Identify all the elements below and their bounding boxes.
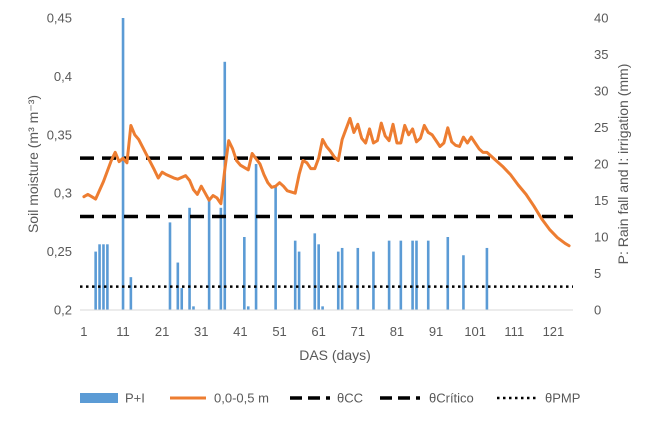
bar-p-i [462,255,465,310]
x-tick-label: 101 [464,324,486,339]
x-tick-label: 51 [272,324,286,339]
y-right-tick-label: 15 [594,193,608,208]
bar-p-i [336,251,340,310]
bar-p-i [411,240,414,310]
bar-p-i [102,244,105,310]
y-right-tick-label: 40 [594,11,608,26]
bar-p-i [246,306,250,310]
y-right-tick-label: 0 [594,303,601,318]
bar-p-i [297,251,301,310]
x-tick-label: 1 [80,324,87,339]
bar-p-i [485,247,489,310]
x-tick-label: 121 [543,324,565,339]
bar-p-i [207,200,211,310]
y-left-tick-label: 0,25 [47,244,72,259]
x-tick-label: 21 [155,324,169,339]
y-right-tick-label: 20 [594,157,608,172]
legend-label: θCC [337,391,363,406]
y-left-axis-title: Soil moisture (m³ m⁻³) [25,95,41,233]
y-right-tick-label: 35 [594,47,608,62]
bars-layer [94,18,489,310]
y-right-tick-label: 30 [594,84,608,99]
bar-p-i [243,237,246,310]
bar-p-i [313,233,317,310]
soil-line-layer [82,116,571,248]
bar-p-i [168,222,172,310]
x-tick-label: 111 [504,324,524,339]
x-tick-label: 81 [390,324,404,339]
y-left-tick-label: 0,2 [54,303,72,318]
x-tick-label: 61 [311,324,325,339]
bar-p-i [293,240,297,310]
legend-swatch-bar [80,393,118,403]
x-tick-label: 31 [194,324,208,339]
bar-p-i [274,185,277,310]
bar-p-i [254,164,258,310]
bar-p-i [446,237,450,310]
bar-p-i [223,61,227,310]
x-axis-title: DAS (days) [299,347,371,363]
bar-p-i [399,240,403,310]
bar-p-i [356,247,360,310]
bar-p-i [121,18,125,310]
bar-p-i [387,240,391,310]
y-right-tick-label: 10 [594,230,608,245]
legend-label: θCrítico [429,391,474,406]
y-right-tick-label: 5 [594,266,601,281]
bar-p-i [188,207,191,310]
legend-label: P+I [125,391,145,406]
x-tick-label: 71 [351,324,365,339]
threshold-lines-layer [80,156,573,288]
legend-label: 0,0-0,5 m [214,391,269,406]
legend-label: θPMP [545,391,580,406]
bar-p-i [129,277,133,310]
x-tick-label: 41 [233,324,247,339]
bar-p-i [317,244,320,310]
bar-p-i [340,247,344,310]
bar-p-i [98,244,101,310]
legend: P+I 0,0-0,5 m θCC θCrítico θPMP [80,391,580,406]
bar-p-i [415,240,418,310]
x-tick-label: 91 [429,324,443,339]
bar-p-i [372,251,375,310]
y-right-tick-label: 25 [594,120,608,135]
bar-p-i [426,240,430,310]
soil-moisture-line [82,116,571,248]
y-left-tick-label: 0,45 [47,11,72,26]
axes-layer: 1 11 21 31 41 51 61 71 81 91 101 111 1210,20,250,30,… [25,11,631,364]
bar-p-i [321,306,324,310]
bar-p-i [192,306,195,310]
bar-p-i [219,207,223,310]
x-tick-label: 11 [116,324,130,339]
y-left-tick-label: 0,4 [54,69,72,84]
y-left-tick-label: 0,3 [54,186,72,201]
y-right-axis-title: P: Rain fall and I: irrigation (mm) [615,64,631,265]
bar-p-i [106,244,109,310]
y-left-tick-label: 0,35 [47,127,72,142]
bar-p-i [94,251,97,310]
bar-p-i [180,288,184,310]
